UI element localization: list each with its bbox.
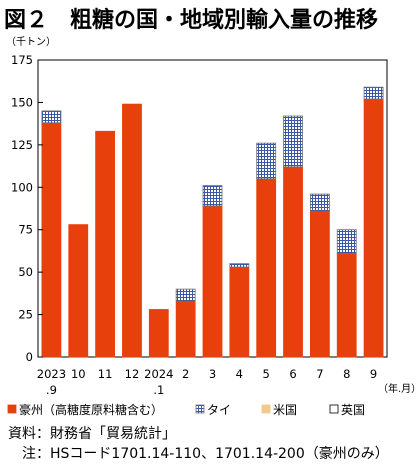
bar-segment xyxy=(363,86,384,100)
y-tick-label: 100 xyxy=(11,180,33,194)
x-tick-label: 8 xyxy=(343,367,350,381)
x-tick-label: 10 xyxy=(71,367,86,381)
x-tick-label: 2024 xyxy=(144,367,173,381)
x-tick-label: 5 xyxy=(263,367,270,381)
bar-segment xyxy=(202,185,223,207)
bar-segment xyxy=(41,122,62,358)
legend-swatch xyxy=(329,404,339,414)
bar-segment xyxy=(68,224,89,358)
x-tick-label: 4 xyxy=(236,367,243,381)
y-axis-unit: （千トン） xyxy=(6,36,56,48)
y-tick-label: 175 xyxy=(11,53,33,67)
y-ticks xyxy=(38,59,43,358)
y-tick-label: 125 xyxy=(11,138,33,152)
bar-segment xyxy=(336,229,357,254)
legend-label: タイ xyxy=(207,403,231,417)
legend-label: 英国 xyxy=(341,403,365,417)
y-tick-label: 75 xyxy=(18,223,33,237)
bar-segment xyxy=(283,166,303,358)
bar-segment xyxy=(256,142,277,180)
legend-label: 豪州（高糖度原料糖含む） xyxy=(19,402,163,417)
x-tick-label: 11 xyxy=(98,367,113,381)
x-tick-label: 2023 xyxy=(37,367,66,381)
chart-title: 図２ 粗糖の国・地域別輸入量の推移 xyxy=(4,7,378,33)
bar-segment xyxy=(336,253,357,358)
bar-segment xyxy=(229,263,250,268)
bar-segment xyxy=(175,300,196,358)
bar-segment xyxy=(283,115,303,168)
bar-segment xyxy=(363,98,384,358)
y-tick-label: 150 xyxy=(11,95,33,109)
legend-swatch xyxy=(195,404,205,414)
y-tick-label: 25 xyxy=(18,308,33,322)
bar-segment xyxy=(309,193,330,212)
x-tick-label: 12 xyxy=(125,367,140,381)
legend-swatch xyxy=(7,404,17,414)
plot-area xyxy=(37,59,388,358)
bar-segment xyxy=(202,205,223,358)
bar-segment xyxy=(256,178,277,358)
y-tick-labels: 0 25 50 75 100 125 150 175 xyxy=(11,53,33,364)
x-tick-labels: 2023 .9 10 11 12 2024 .1 2 3 4 5 6 7 8 9 xyxy=(37,367,377,397)
x-tick-label: 6 xyxy=(289,367,296,381)
bars xyxy=(41,86,384,358)
bar-segment xyxy=(122,103,142,358)
x-tick-label: 7 xyxy=(316,367,323,381)
bar-segment xyxy=(229,266,250,358)
x-tick-label: .9 xyxy=(46,383,57,397)
x-tick-label: 3 xyxy=(209,367,216,381)
x-tick-label: 2 xyxy=(182,367,189,381)
x-axis-unit: （年.月） xyxy=(378,382,420,395)
footnote: 注：HSコード1701.14-110、1701.14-200（豪州のみ） xyxy=(8,446,389,462)
bar-segment xyxy=(309,210,330,358)
legend-label: 米国 xyxy=(273,403,297,417)
x-tick-label: 9 xyxy=(370,367,377,381)
legend-swatch xyxy=(261,404,271,414)
bar-segment xyxy=(148,309,169,358)
bar-segment xyxy=(95,130,116,358)
y-tick-label: 50 xyxy=(18,265,33,279)
x-tick-label: .1 xyxy=(153,383,164,397)
bar-segment xyxy=(175,288,196,302)
legend: 豪州（高糖度原料糖含む） タイ 米国 英国 xyxy=(7,402,365,417)
y-tick-label: 0 xyxy=(26,350,33,364)
source-note: 資料：財務省「貿易統計」 xyxy=(8,426,176,442)
bar-segment xyxy=(41,110,62,124)
